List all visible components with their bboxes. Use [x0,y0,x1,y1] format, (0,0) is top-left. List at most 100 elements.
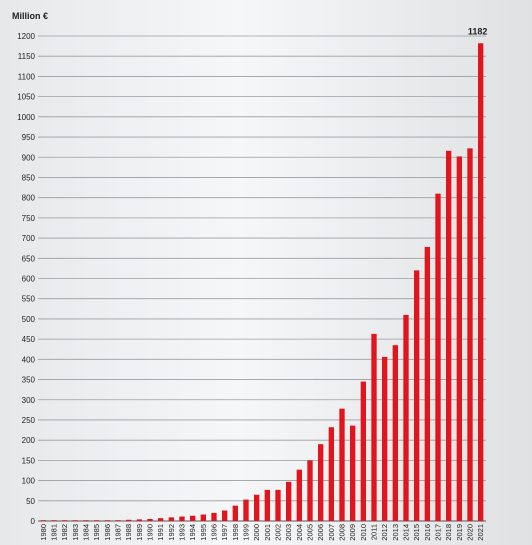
x-tick-label: 1997 [220,524,229,541]
y-tick-label: 450 [22,335,36,344]
bar-2020 [467,148,473,521]
x-tick-label: 2016 [423,524,432,541]
bar-1988 [126,519,132,521]
x-tick-label: 1989 [135,524,144,541]
x-tick-label: 1993 [178,524,187,541]
bar-1992 [168,517,174,521]
bar-1985 [94,520,100,521]
y-tick-label: 1150 [18,52,36,61]
bar-2021 [478,43,484,522]
y-tick-label: 900 [22,153,36,162]
bar-2001 [264,489,270,521]
x-tick-label: 1996 [210,524,219,541]
x-tick-label: 1985 [92,524,101,541]
bar-2000 [254,494,260,521]
x-tick-label: 1986 [103,524,112,541]
bar-1981 [51,520,57,521]
y-axis-unit-label: Million € [12,11,48,21]
x-tick-label: 2013 [391,524,400,541]
x-tick-label: 2006 [316,524,325,541]
x-tick-label: 2011 [370,524,379,540]
bar-1999 [243,499,249,521]
x-tick-label: 1988 [124,524,133,541]
x-tick-label: 1998 [231,524,240,541]
bar-2003 [286,481,292,521]
bar-2016 [424,246,430,521]
y-tick-label: 0 [31,517,36,526]
x-tick-label: 2002 [274,524,283,541]
y-tick-label: 300 [22,396,36,405]
y-tick-label: 100 [22,477,36,486]
bar-2015 [414,270,420,521]
x-tick-label: 1980 [39,524,48,541]
bar-2010 [360,381,366,521]
x-tick-label: 2018 [444,524,453,541]
y-tick-label: 550 [22,295,36,304]
y-tick-label: 350 [22,376,36,385]
bar-2006 [318,444,324,521]
x-tick-label: 2017 [434,524,443,541]
bar-2017 [435,193,441,521]
bar-2005 [307,460,313,521]
bar-1990 [147,518,153,521]
bar-2008 [339,408,345,521]
x-tick-label: 1994 [188,524,197,541]
x-tick-label: 1999 [242,524,251,541]
bar-1987 [115,520,121,521]
y-tick-label: 400 [22,355,36,364]
y-tick-label: 200 [22,436,36,445]
x-tick-label: 2009 [348,524,357,541]
x-tick-label: 2008 [338,524,347,541]
bar-1991 [158,518,164,521]
bar-1982 [62,520,68,521]
x-tick-label: 2015 [412,524,421,541]
x-tick-label: 1995 [199,524,208,541]
x-tick-label: 2003 [284,524,293,541]
x-tick-label: 2001 [263,524,272,541]
bar-1997 [222,510,228,521]
bar-2019 [456,156,462,522]
bar-2013 [392,345,398,521]
y-tick-label: 1000 [17,113,35,122]
x-tick-label: 2012 [380,524,389,541]
x-tick-label: 2020 [466,524,475,541]
y-tick-label: 50 [26,497,35,506]
y-tick-label: 950 [22,133,36,142]
bar-2004 [296,469,302,521]
x-tick-label: 2014 [402,524,411,541]
x-tick-label: 2021 [476,524,485,541]
x-tick-label: 1990 [146,524,155,541]
bar-1983 [72,520,78,521]
y-tick-label: 700 [22,234,36,243]
bar-1989 [136,519,142,521]
x-tick-label: 1983 [71,524,80,541]
bar-2012 [382,356,388,521]
bar-2007 [328,427,334,521]
bar-1993 [179,516,185,521]
x-tick-label: 1992 [167,524,176,541]
bar-1995 [200,514,206,521]
x-tick-label: 1984 [82,524,91,541]
y-tick-label: 150 [22,456,36,465]
y-tick-label: 600 [22,275,36,284]
y-tick-label: 1050 [17,93,35,102]
bar-2018 [446,150,452,522]
bar-2011 [371,333,377,521]
x-tick-label: 1982 [60,524,69,541]
bar-1994 [190,515,196,521]
y-tick-label: 850 [22,173,36,182]
y-tick-label: 1100 [18,72,36,81]
y-tick-label: 500 [22,315,36,324]
y-tick-label: 1200 [17,32,35,41]
y-tick-label: 800 [22,194,36,203]
bar-1984 [83,520,89,521]
x-tick-label: 2019 [455,524,464,541]
bar-2002 [275,489,281,521]
bar-2009 [350,425,356,521]
x-tick-label: 1981 [50,524,59,541]
x-tick-label: 2005 [306,524,315,541]
y-tick-label: 250 [22,416,36,425]
y-tick-label: 650 [22,254,36,263]
bar-2014 [403,314,409,521]
